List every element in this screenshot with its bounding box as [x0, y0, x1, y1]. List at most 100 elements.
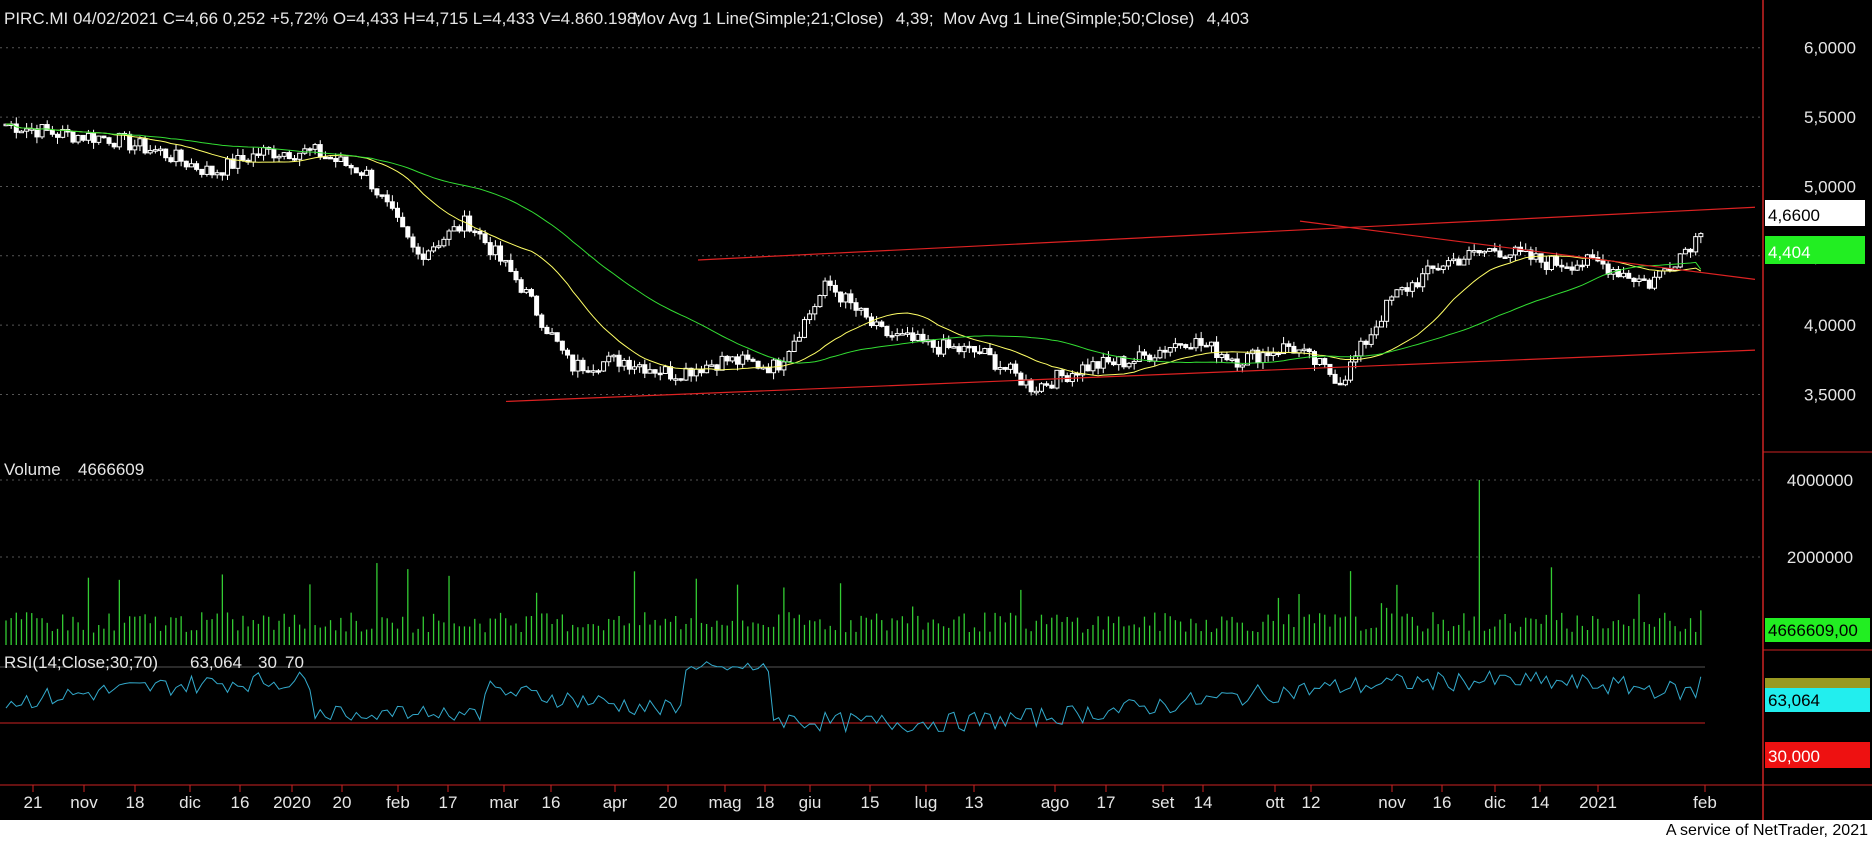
rsi-value-tag: 63,064: [1768, 691, 1820, 710]
candle-body: [879, 321, 885, 327]
candle-body: [1554, 255, 1560, 266]
candle-body: [353, 167, 359, 174]
candle-body: [1080, 364, 1086, 376]
candle-body: [1435, 267, 1441, 271]
candle-body: [1157, 349, 1163, 359]
candle-body: [410, 236, 416, 248]
candle-body: [1111, 361, 1117, 366]
candle-body: [240, 154, 246, 161]
candle-body: [673, 378, 679, 381]
candle-body: [503, 259, 509, 263]
volume-tick-label: 4000000: [1787, 471, 1853, 490]
date-tick-label: 18: [756, 793, 775, 812]
candle-body: [461, 215, 467, 232]
candle-body: [1044, 383, 1050, 386]
candle-body: [1301, 348, 1307, 352]
date-tick-label: 2020: [273, 793, 311, 812]
trendline-downtrend: [1299, 220, 1756, 280]
candle-body: [992, 354, 998, 370]
candle-body: [1512, 246, 1518, 256]
date-tick-label: 12: [1302, 793, 1321, 812]
candle-body: [966, 345, 972, 349]
candle-body: [291, 158, 297, 161]
date-tick-label: 14: [1531, 793, 1550, 812]
candle-body: [317, 144, 323, 158]
candle-body: [1208, 341, 1214, 347]
candle-body: [194, 163, 200, 170]
candle-body: [1564, 266, 1570, 269]
candle-body: [838, 291, 844, 303]
candle-body: [652, 369, 658, 374]
candle-body: [1394, 289, 1400, 298]
candle-body: [1440, 265, 1446, 271]
ma50-line: [5, 123, 1702, 364]
candle-body: [637, 364, 643, 368]
candle-body: [60, 128, 66, 138]
candle-body: [1378, 320, 1384, 328]
candle-body: [534, 295, 540, 316]
candle-body: [1543, 261, 1549, 271]
candle-body: [1239, 364, 1245, 368]
candle-body: [302, 148, 308, 154]
trendline-resistance: [697, 206, 1756, 261]
candle-body: [858, 307, 864, 311]
candle-body: [606, 355, 612, 363]
candle-body: [1322, 358, 1328, 365]
candle-body: [1698, 233, 1704, 238]
candle-body: [389, 201, 395, 209]
candle-body: [384, 194, 390, 203]
footer-credit: A service of NetTrader, 2021: [1665, 822, 1868, 839]
ma21-value: 4,39;: [896, 9, 934, 28]
candle-body: [183, 160, 189, 168]
candle-body: [230, 158, 236, 169]
candle-body: [951, 346, 957, 349]
candle-body: [456, 226, 462, 232]
candle-body: [1657, 270, 1663, 278]
candle-body: [580, 359, 586, 372]
candle-body: [1229, 358, 1235, 362]
candle-body: [1445, 260, 1451, 267]
date-tick-label: apr: [603, 793, 628, 812]
date-tick-label: feb: [1693, 793, 1717, 812]
candle-body: [817, 295, 823, 308]
candle-body: [29, 128, 35, 131]
candles-group: [3, 117, 1704, 396]
candle-body: [328, 156, 334, 160]
candle-body: [286, 152, 292, 160]
candle-body: [1451, 258, 1457, 262]
rsi-line: [5, 661, 1702, 734]
candle-body: [482, 233, 488, 244]
candle-body: [575, 359, 581, 372]
ma21-label: Mov Avg 1 Line(Simple;21;Close): [633, 9, 884, 28]
candle-body: [642, 364, 648, 374]
candle-body: [982, 348, 988, 355]
candle-body: [688, 367, 694, 377]
candle-body: [755, 360, 761, 369]
candle-body: [436, 245, 442, 248]
candle-body: [1688, 248, 1694, 253]
candle-body: [1399, 287, 1405, 291]
candle-body: [255, 153, 261, 156]
candle-body: [1682, 248, 1688, 255]
candle-body: [441, 238, 447, 247]
candle-body: [1219, 354, 1225, 358]
candle-body: [1373, 326, 1379, 336]
candle-body: [395, 207, 401, 218]
candle-body: [261, 146, 267, 156]
candle-body: [96, 135, 102, 143]
candle-body: [1600, 260, 1606, 265]
candle-body: [1420, 273, 1426, 288]
rsi-low-tag-bg: [1765, 742, 1870, 768]
candle-body: [1342, 379, 1348, 386]
candle-body: [1585, 254, 1591, 266]
candle-body: [1631, 277, 1637, 283]
candle-body: [1471, 250, 1477, 253]
candle-body: [508, 259, 514, 272]
date-tick-label: set: [1152, 793, 1175, 812]
candle-body: [446, 230, 452, 240]
date-tick-label: 17: [1097, 793, 1116, 812]
candle-body: [631, 366, 637, 370]
rsi-low-value: 30: [258, 653, 277, 672]
candle-body: [1085, 364, 1091, 372]
candle-body: [518, 279, 524, 293]
